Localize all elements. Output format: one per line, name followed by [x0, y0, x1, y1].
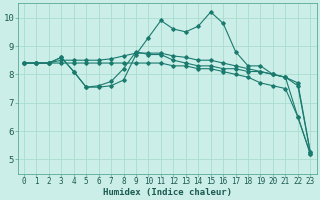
X-axis label: Humidex (Indice chaleur): Humidex (Indice chaleur) — [103, 188, 232, 197]
